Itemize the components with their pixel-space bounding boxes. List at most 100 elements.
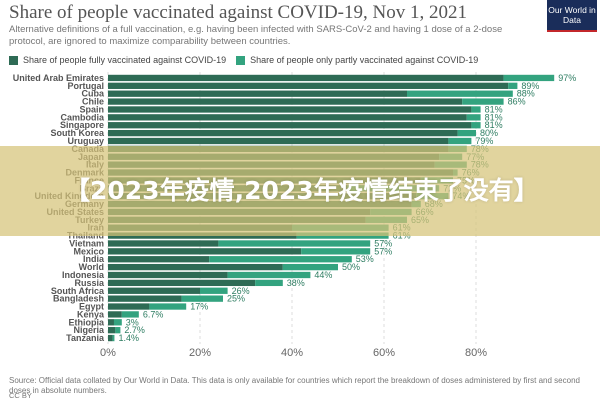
bar-fully-vaccinated bbox=[108, 263, 283, 271]
bar-partly-vaccinated bbox=[209, 256, 352, 263]
data-label: 57% bbox=[374, 238, 392, 248]
bar-partly-vaccinated bbox=[218, 240, 371, 247]
x-tick-label: 80% bbox=[465, 347, 487, 359]
category-label: Spain bbox=[79, 104, 104, 114]
x-tick-label: 40% bbox=[281, 347, 303, 359]
source-note: Source: Official data collated by Our Wo… bbox=[9, 376, 580, 395]
bar-partly-vaccinated bbox=[227, 271, 311, 279]
chart-legend: Share of people fully vaccinated against… bbox=[9, 54, 488, 66]
category-label: Cambodia bbox=[60, 112, 105, 122]
license-note: CC BY bbox=[9, 391, 32, 400]
category-label: South Africa bbox=[51, 286, 105, 296]
category-label: South Korea bbox=[50, 128, 104, 138]
bar-partly-vaccinated bbox=[457, 129, 476, 137]
data-label: 81% bbox=[485, 104, 503, 114]
bar-partly-vaccinated bbox=[181, 295, 223, 302]
bar-fully-vaccinated bbox=[108, 303, 150, 310]
bar-fully-vaccinated bbox=[108, 129, 458, 137]
data-label: 2.7% bbox=[124, 325, 145, 335]
legend-swatch-full bbox=[9, 55, 18, 65]
bar-partly-vaccinated bbox=[466, 114, 481, 121]
bar-partly-vaccinated bbox=[471, 106, 481, 113]
bar-fully-vaccinated bbox=[108, 122, 472, 129]
bar-partly-vaccinated bbox=[448, 137, 472, 145]
x-tick-label: 60% bbox=[373, 347, 395, 359]
data-label: 44% bbox=[314, 270, 332, 280]
bar-fully-vaccinated bbox=[108, 106, 472, 113]
legend-item-full[interactable]: Share of people fully vaccinated against… bbox=[9, 55, 226, 65]
bar-partly-vaccinated bbox=[471, 122, 481, 129]
data-label: 25% bbox=[227, 294, 245, 304]
data-label: 17% bbox=[190, 302, 208, 312]
bar-fully-vaccinated bbox=[108, 137, 449, 145]
bar-fully-vaccinated bbox=[108, 279, 256, 287]
legend-label-full: Share of people fully vaccinated against… bbox=[23, 55, 227, 65]
bar-partly-vaccinated bbox=[112, 334, 115, 342]
category-label: Bangladesh bbox=[53, 294, 104, 304]
bar-partly-vaccinated bbox=[407, 90, 513, 97]
x-tick-label: 20% bbox=[189, 347, 211, 359]
bar-partly-vaccinated bbox=[121, 311, 139, 318]
bar-partly-vaccinated bbox=[149, 303, 187, 310]
bar-fully-vaccinated bbox=[108, 311, 122, 318]
category-label: Cuba bbox=[82, 89, 105, 99]
bar-fully-vaccinated bbox=[108, 240, 219, 247]
data-label: 50% bbox=[342, 262, 360, 272]
bar-partly-vaccinated bbox=[200, 287, 228, 294]
bar-fully-vaccinated bbox=[108, 271, 228, 279]
category-label: Mexico bbox=[73, 246, 104, 256]
bar-partly-vaccinated bbox=[462, 98, 504, 105]
bar-fully-vaccinated bbox=[108, 248, 302, 255]
category-label: Portugal bbox=[67, 81, 104, 91]
category-label: Singapore bbox=[60, 120, 104, 130]
owid-logo[interactable]: Our World in Data bbox=[547, 0, 597, 32]
bar-fully-vaccinated bbox=[108, 90, 407, 97]
bar-fully-vaccinated bbox=[108, 256, 210, 263]
watermark-banner: 【2023年疫情,2023年疫情结束了没有】 bbox=[0, 146, 600, 236]
x-tick-label: 0% bbox=[100, 347, 116, 359]
data-label: 6.7% bbox=[143, 309, 164, 319]
bar-fully-vaccinated bbox=[108, 74, 504, 82]
bar-partly-vaccinated bbox=[113, 319, 122, 326]
data-label: 1.4% bbox=[118, 333, 139, 343]
category-label: World bbox=[79, 262, 104, 272]
data-label: 57% bbox=[374, 246, 392, 256]
category-label: India bbox=[83, 254, 105, 264]
data-label: 86% bbox=[508, 97, 526, 107]
chart-subtitle: Alternative definitions of a full vaccin… bbox=[9, 24, 503, 47]
bar-partly-vaccinated bbox=[282, 263, 338, 271]
data-label: 81% bbox=[485, 120, 503, 130]
bar-partly-vaccinated bbox=[508, 82, 518, 89]
category-label: Tanzania bbox=[66, 333, 105, 343]
category-label: Nigeria bbox=[73, 325, 105, 335]
bar-fully-vaccinated bbox=[108, 334, 113, 342]
data-label: 80% bbox=[480, 128, 498, 138]
banner-text: 【2023年疫情,2023年疫情结束了没有】 bbox=[65, 176, 539, 205]
bar-fully-vaccinated bbox=[108, 287, 200, 294]
data-label: 38% bbox=[287, 278, 305, 288]
legend-item-partial[interactable]: Share of people only partly vaccinated a… bbox=[236, 55, 478, 65]
x-axis-ticks: 0% 20% 40% 60% 80% bbox=[100, 347, 487, 359]
category-label: Uruguay bbox=[67, 136, 104, 146]
bar-partly-vaccinated bbox=[301, 248, 371, 255]
legend-swatch-partial bbox=[236, 55, 246, 65]
category-label: Kenya bbox=[77, 309, 105, 319]
category-label: Russia bbox=[74, 278, 105, 288]
bar-fully-vaccinated bbox=[108, 319, 114, 326]
category-label: Vietnam bbox=[69, 238, 104, 248]
data-label: 89% bbox=[521, 81, 539, 91]
bar-fully-vaccinated bbox=[108, 82, 509, 89]
data-label: 81% bbox=[485, 112, 503, 122]
data-label: 53% bbox=[356, 254, 374, 264]
bar-partly-vaccinated bbox=[503, 74, 555, 82]
category-label: United Arab Emirates bbox=[13, 73, 104, 83]
category-label: Ethiopia bbox=[69, 317, 105, 327]
data-label: 88% bbox=[517, 89, 535, 99]
data-label: 79% bbox=[475, 136, 493, 146]
category-label: Egypt bbox=[79, 302, 104, 312]
bar-fully-vaccinated bbox=[108, 327, 116, 334]
data-label: 97% bbox=[558, 73, 576, 83]
bar-fully-vaccinated bbox=[108, 114, 467, 121]
data-label: 26% bbox=[232, 286, 250, 296]
data-label: 3% bbox=[126, 317, 139, 327]
